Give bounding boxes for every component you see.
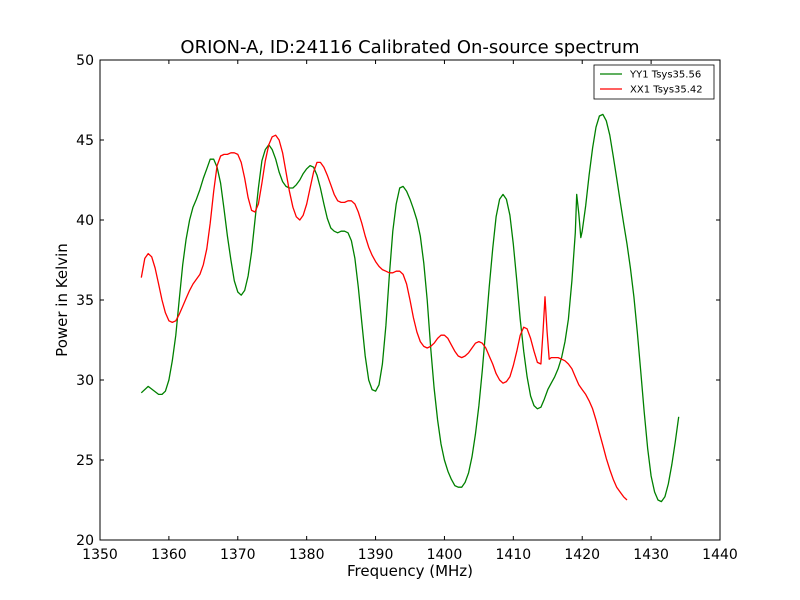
plot-lines	[140, 113, 680, 503]
y-tick-label: 35	[76, 293, 94, 309]
y-tick-label: 20	[76, 533, 94, 549]
x-tick-label: 1440	[702, 547, 738, 563]
chart-title: ORION-A, ID:24116 Calibrated On-source s…	[180, 37, 639, 58]
legend-label-yy1: YY1 Tsys35.56	[629, 70, 701, 81]
y-axis-label: Power in Kelvin	[53, 243, 71, 357]
x-tick-label: 1370	[220, 547, 256, 563]
x-tick-label: 1420	[564, 547, 600, 563]
series-line-xx1	[140, 134, 628, 501]
x-tick-label: 1390	[358, 547, 394, 563]
y-axis-ticks: 20 25 30 35 40 45 50	[76, 53, 720, 549]
x-axis-ticks: 1350 1360 1370 1380 1390 1400 1410 1420 1430 1440	[82, 60, 738, 563]
y-tick-label: 40	[76, 213, 94, 229]
x-axis-label: Frequency (MHz)	[347, 562, 473, 580]
y-tick-label: 45	[76, 133, 94, 149]
x-tick-label: 1360	[151, 547, 187, 563]
y-tick-label: 30	[76, 373, 94, 389]
legend-box	[593, 64, 715, 100]
legend-label-xx1: XX1 Tsys35.42	[630, 85, 703, 96]
y-tick-label: 25	[76, 453, 94, 469]
x-tick-label: 1350	[82, 547, 118, 563]
y-tick-label: 50	[76, 53, 94, 69]
x-tick-label: 1380	[289, 547, 325, 563]
series-line-yy1	[140, 113, 680, 503]
legend: YY1 Tsys35.56 XX1 Tsys35.42	[593, 64, 715, 100]
x-tick-label: 1430	[633, 547, 669, 563]
x-tick-label: 1400	[427, 547, 463, 563]
x-tick-label: 1410	[496, 547, 532, 563]
